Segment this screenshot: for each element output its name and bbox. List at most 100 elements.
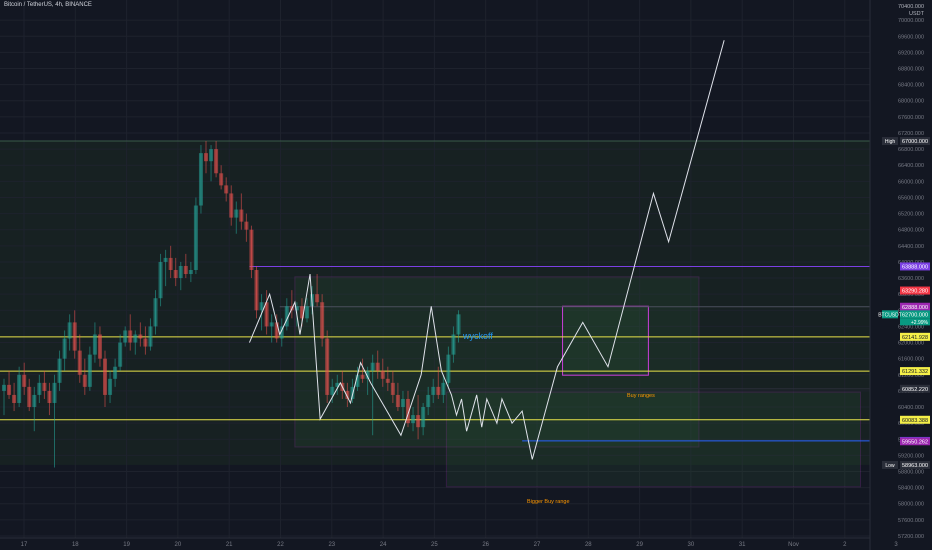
candle bbox=[320, 294, 325, 347]
price-tick-label: 68000.000 bbox=[898, 99, 924, 105]
candle-body bbox=[62, 338, 67, 359]
price-label-bg bbox=[900, 332, 930, 341]
wyckoff-label: wyckoff bbox=[462, 331, 493, 341]
candle-body bbox=[37, 382, 42, 395]
candle-body bbox=[380, 370, 385, 379]
candle-body bbox=[128, 330, 133, 343]
candle bbox=[82, 358, 87, 395]
price-label-bg bbox=[900, 262, 930, 271]
price-tick-label: 57200.000 bbox=[898, 534, 924, 540]
time-tick-label: 22 bbox=[277, 542, 284, 548]
candle bbox=[284, 298, 289, 331]
price-label-bg bbox=[900, 310, 930, 319]
candle-body bbox=[67, 322, 72, 339]
candle bbox=[229, 185, 234, 226]
price-label-tag-bg bbox=[882, 460, 898, 469]
candle bbox=[239, 193, 244, 230]
candle bbox=[158, 253, 163, 307]
candle-body bbox=[244, 221, 249, 230]
candle bbox=[153, 290, 158, 335]
price-label-bg bbox=[900, 415, 930, 424]
candle-body bbox=[234, 209, 239, 218]
candle bbox=[315, 274, 320, 307]
candle-body bbox=[173, 270, 178, 279]
candle-body bbox=[320, 302, 325, 339]
candle bbox=[325, 330, 330, 403]
candle-body bbox=[456, 314, 461, 335]
candle bbox=[118, 334, 123, 371]
time-tick-label: 30 bbox=[688, 542, 695, 548]
price-tick-label: 59200.000 bbox=[898, 453, 924, 459]
candle-body bbox=[441, 382, 446, 395]
candle-body bbox=[385, 378, 390, 383]
candle bbox=[451, 326, 456, 363]
candle-body bbox=[305, 306, 309, 319]
price-label: 63290.280 bbox=[900, 286, 930, 295]
time-tick-label: 26 bbox=[482, 542, 489, 548]
candle bbox=[27, 378, 32, 412]
price-tick-label: 58000.000 bbox=[898, 502, 924, 508]
price-label-bg bbox=[900, 460, 930, 469]
candle-body bbox=[421, 407, 426, 428]
candle-body bbox=[431, 386, 436, 395]
candle bbox=[249, 225, 254, 279]
candle-body bbox=[123, 330, 128, 343]
price-label-bg bbox=[900, 367, 930, 376]
price-label-bg bbox=[900, 384, 930, 393]
price-tick-label: 65200.000 bbox=[898, 212, 924, 218]
candle-body bbox=[350, 386, 355, 399]
price-label-value: 59550.262 bbox=[902, 439, 928, 445]
candle bbox=[411, 407, 416, 432]
candle bbox=[87, 346, 92, 391]
candle bbox=[330, 378, 335, 403]
price-label: 59550.262 bbox=[900, 437, 930, 446]
time-tick-label: 2 bbox=[843, 542, 847, 548]
time-tick-label: 27 bbox=[534, 542, 541, 548]
candle-body bbox=[416, 415, 421, 428]
candle bbox=[431, 378, 436, 403]
candle-body bbox=[284, 306, 289, 327]
time-tick-label: 17 bbox=[21, 542, 28, 548]
candle bbox=[22, 362, 27, 395]
price-label: 62888.000 bbox=[900, 302, 930, 311]
candle bbox=[178, 261, 183, 291]
candle bbox=[335, 374, 340, 395]
candle bbox=[193, 197, 198, 275]
candle-body bbox=[451, 334, 456, 355]
candle-body bbox=[204, 153, 208, 162]
candle bbox=[57, 350, 62, 391]
candle bbox=[360, 358, 365, 383]
candle bbox=[350, 378, 355, 403]
candle bbox=[128, 314, 133, 351]
candle-body bbox=[375, 362, 380, 371]
candle bbox=[395, 382, 400, 412]
price-tick-label: 58400.000 bbox=[898, 486, 924, 492]
candle-body bbox=[426, 394, 431, 408]
price-tick-label: 66800.000 bbox=[898, 147, 924, 153]
candle bbox=[173, 257, 178, 287]
candle bbox=[2, 378, 6, 416]
candle bbox=[224, 177, 229, 202]
candle-body bbox=[163, 257, 168, 262]
candle-body bbox=[42, 382, 47, 391]
candle-body bbox=[214, 149, 219, 174]
candle-body bbox=[113, 366, 118, 379]
candle-body bbox=[27, 386, 32, 408]
candle bbox=[390, 370, 395, 403]
candle bbox=[400, 390, 405, 420]
candle-body bbox=[411, 415, 416, 424]
candle bbox=[244, 213, 249, 242]
range-shading bbox=[0, 141, 870, 465]
candle bbox=[7, 370, 12, 399]
candle-body bbox=[315, 294, 320, 303]
candle bbox=[421, 402, 426, 436]
candle bbox=[219, 165, 224, 190]
candle-body bbox=[47, 390, 52, 403]
candle-body bbox=[365, 370, 370, 379]
candle-body bbox=[193, 205, 198, 270]
candle bbox=[279, 318, 284, 347]
price-axis bbox=[870, 0, 932, 550]
candle-body bbox=[355, 374, 360, 387]
candle-body bbox=[279, 326, 284, 339]
